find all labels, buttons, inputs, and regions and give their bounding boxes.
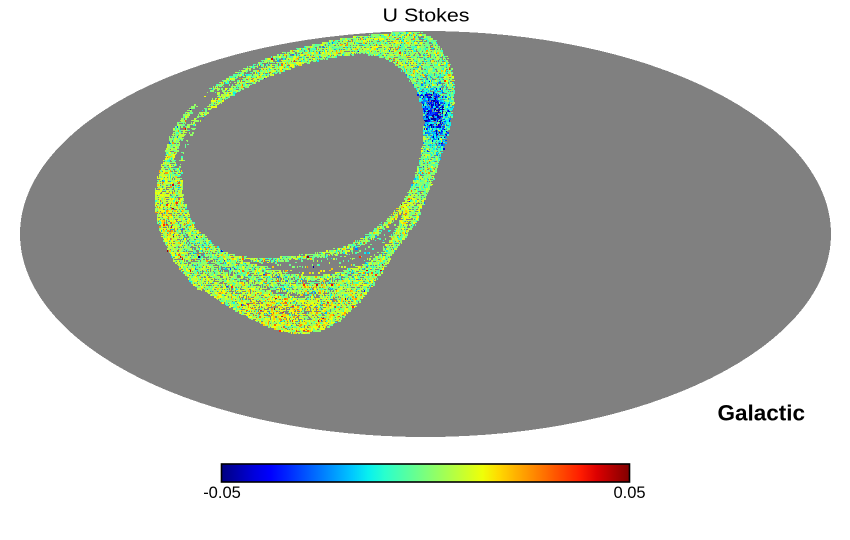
svg-text:0.05: 0.05: [613, 484, 645, 502]
svg-text:-0.05: -0.05: [203, 484, 241, 502]
svg-text:U Stokes: U Stokes: [383, 6, 470, 26]
svg-text:Galactic: Galactic: [717, 401, 805, 426]
